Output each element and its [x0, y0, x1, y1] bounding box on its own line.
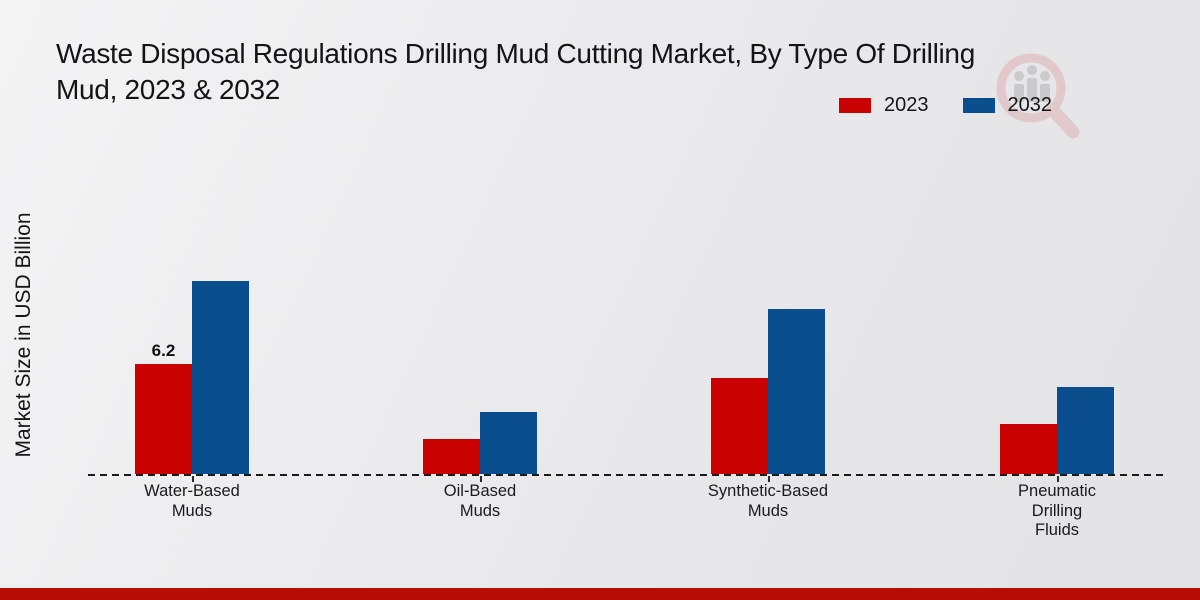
category-label-synthetic-based-muds: Synthetic-Based Muds: [707, 482, 829, 520]
category-label-oil-based-muds: Oil-Based Muds: [443, 482, 517, 520]
y-axis-label: Market Size in USD Billion: [12, 212, 35, 458]
bar-2023-oil-based-muds: [423, 439, 480, 474]
bar-2032-water-based-muds: [192, 281, 249, 474]
bar-2023-water-based-muds: [135, 364, 192, 474]
bar-value-label: 6.2: [151, 341, 176, 360]
chart-title: Waste Disposal Regulations Drilling Mud …: [56, 38, 975, 105]
bar-2032-pneumatic-drilling-fluids: [1057, 387, 1114, 474]
x-axis-baseline: [88, 474, 1164, 476]
legend-label: 2032: [1007, 94, 1053, 116]
bar-2032-oil-based-muds: [480, 412, 537, 474]
x-axis-tick: [1057, 476, 1059, 482]
legend-swatch-icon-2023: [839, 98, 871, 113]
bar-2023-pneumatic-drilling-fluids: [1000, 424, 1057, 474]
legend-swatch-icon-2032: [962, 98, 995, 113]
chart-legend: 2023 2032: [839, 94, 1052, 117]
category-label-water-based-muds: Water-Based Muds: [144, 482, 240, 520]
legend-label: 2023: [884, 94, 929, 116]
bar-2023-synthetic-based-muds: [711, 378, 768, 474]
x-axis-tick: [480, 476, 482, 482]
footer-accent-bar: [0, 588, 1200, 600]
x-axis-tick: [768, 476, 770, 482]
category-label-pneumatic-drilling-fluids: Pneumatic Drilling Fluids: [1018, 482, 1096, 539]
legend-item-2032: 2032: [962, 94, 1053, 117]
legend-item-2023: 2023: [839, 94, 929, 117]
x-axis-tick: [192, 476, 194, 482]
bar-2032-synthetic-based-muds: [768, 309, 825, 474]
